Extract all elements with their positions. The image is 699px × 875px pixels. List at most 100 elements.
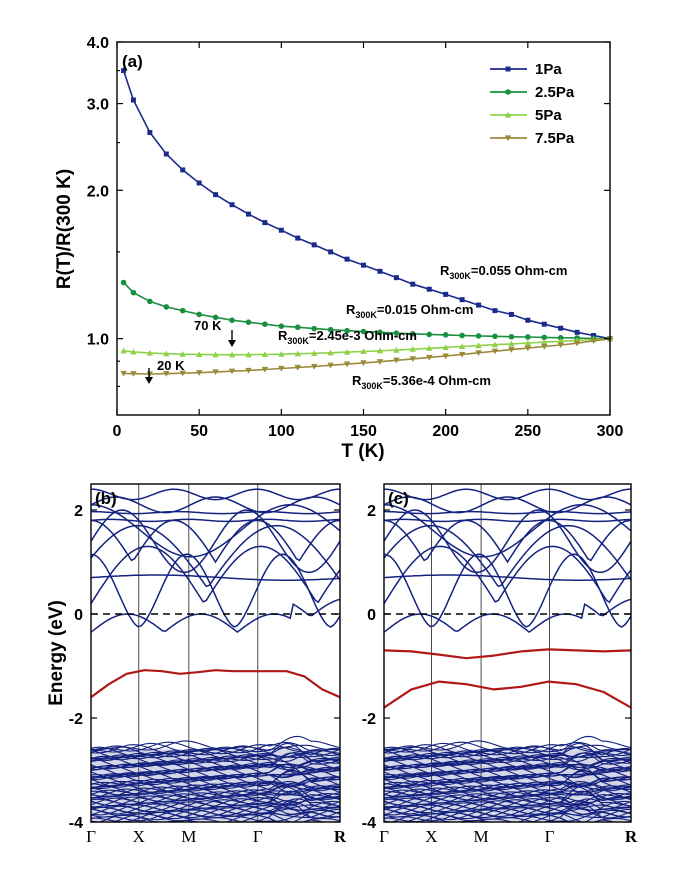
data-point — [492, 308, 498, 314]
x-tick-label: 100 — [268, 423, 295, 440]
conduction-band — [384, 488, 631, 501]
data-point — [393, 275, 399, 281]
data-point — [361, 262, 366, 268]
data-point — [311, 350, 318, 356]
conduction-band — [384, 504, 631, 558]
valence-fill — [384, 749, 631, 822]
legend-label: 2.5Pa — [535, 84, 575, 101]
data-point — [278, 365, 285, 372]
data-point — [212, 369, 219, 376]
valence-band — [91, 770, 340, 791]
y-tick-label: 0 — [74, 607, 83, 624]
legend-label: 1Pa — [535, 61, 562, 78]
kpoint-label: R — [334, 827, 347, 846]
data-point — [343, 348, 351, 355]
data-point — [328, 249, 334, 255]
data-point — [343, 361, 351, 368]
data-point — [504, 135, 512, 142]
y-tick-label: 2.0 — [87, 183, 109, 200]
conduction-band — [384, 524, 631, 588]
data-point — [505, 66, 511, 72]
x-tick-label: 200 — [432, 423, 459, 440]
y-tick-label: -2 — [69, 711, 83, 728]
valence-band — [91, 802, 340, 822]
valence-band — [390, 814, 617, 822]
conduction-band — [91, 598, 340, 634]
kpoint-label: M — [474, 827, 489, 846]
data-point — [524, 345, 532, 352]
arrow-label-20k: 20 K — [157, 358, 185, 373]
data-point — [278, 351, 285, 357]
data-point — [541, 334, 548, 341]
valence-band — [91, 749, 340, 763]
valence-band — [91, 807, 340, 820]
valence-band — [91, 786, 340, 802]
data-point — [541, 343, 548, 350]
data-point — [130, 371, 137, 377]
valence-band — [91, 765, 340, 778]
data-point — [278, 323, 285, 330]
data-point — [147, 130, 153, 136]
valence-band — [384, 789, 631, 801]
kpoint-label: X — [425, 827, 437, 846]
data-point — [130, 289, 137, 296]
data-point — [475, 350, 482, 357]
y-tick-label: -4 — [362, 815, 376, 832]
valence-band — [91, 805, 340, 818]
series-2.5Pa — [120, 279, 613, 342]
data-point — [426, 354, 433, 361]
data-point — [213, 192, 219, 198]
data-point — [196, 311, 202, 318]
data-point — [409, 345, 416, 352]
data-point — [327, 326, 334, 333]
y-axis-label: R(T)/R(300 K) — [54, 169, 75, 289]
data-point — [294, 364, 301, 371]
annotation-r300k-2-5pa: R300K=0.015 Ohm-cm — [346, 302, 473, 320]
kpoint-label: M — [181, 827, 196, 846]
data-point — [410, 281, 416, 287]
data-point — [344, 256, 350, 262]
annotation-r300k-7-5pa: R300K=5.36e-4 Ohm-cm — [352, 373, 491, 391]
conduction-band — [91, 510, 340, 515]
data-point — [426, 345, 433, 351]
data-point — [212, 351, 219, 358]
data-point — [558, 325, 564, 331]
data-point — [360, 328, 367, 335]
y-tick-label: 1.0 — [87, 332, 109, 349]
valence-band — [91, 763, 340, 775]
data-point — [261, 351, 269, 358]
data-point — [163, 304, 170, 310]
legend-item: 1Pa — [490, 61, 562, 78]
data-point — [311, 363, 318, 370]
data-point — [508, 340, 515, 347]
data-point — [245, 351, 252, 358]
data-point — [442, 344, 449, 351]
panel-label-a: (a) — [122, 52, 143, 71]
data-point — [295, 235, 301, 241]
conduction-band — [384, 598, 631, 634]
valence-band — [91, 806, 340, 819]
data-point — [590, 338, 597, 345]
data-point — [508, 347, 515, 353]
data-point — [179, 370, 186, 377]
data-point — [146, 349, 154, 356]
impurity-band — [91, 669, 340, 699]
band-structure-b: 20-2-4Γ X M Γ R (b) — [69, 483, 347, 846]
data-point — [179, 351, 186, 357]
kpoint-label: X — [133, 827, 145, 846]
valence-band — [384, 786, 631, 802]
data-point — [130, 348, 137, 355]
valence-band — [384, 792, 631, 807]
y-tick-label: 0 — [367, 607, 376, 624]
conduction-band — [91, 553, 340, 628]
data-point — [195, 351, 203, 358]
valence-band — [384, 782, 631, 796]
data-point — [344, 327, 350, 334]
y-tick-label: 2 — [367, 503, 376, 520]
data-point — [443, 291, 449, 297]
conduction-band — [91, 524, 340, 588]
data-point — [491, 341, 499, 348]
valence-band — [384, 807, 631, 820]
valence-band — [91, 789, 340, 801]
